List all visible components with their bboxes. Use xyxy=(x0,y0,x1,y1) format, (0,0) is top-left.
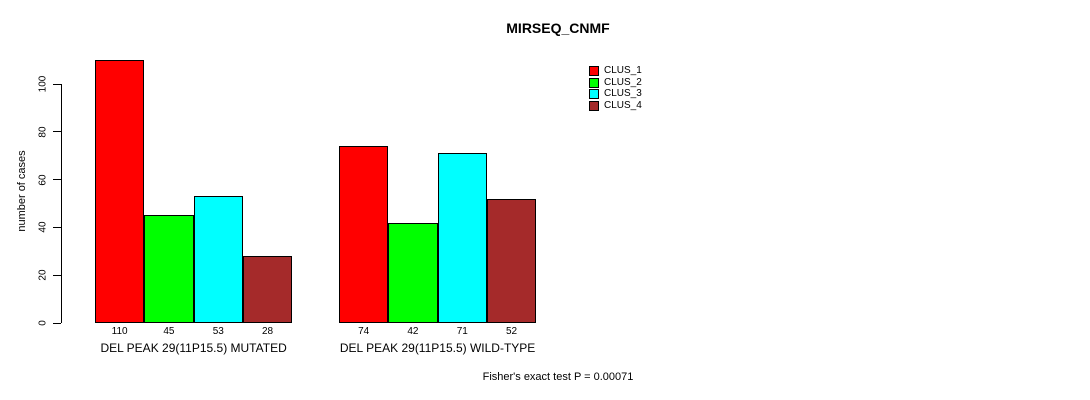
bar-clus_1-group1 xyxy=(95,60,145,323)
bar-clus_1-group2 xyxy=(339,146,389,323)
legend-swatch-clus_1 xyxy=(589,66,599,76)
legend-swatch-clus_4 xyxy=(589,100,599,111)
y-axis-line xyxy=(61,84,62,323)
y-tick-mark xyxy=(53,83,61,85)
group-label-2: DEL PEAK 29(11P15.5) WILD-TYPE xyxy=(339,341,536,355)
bar-value-label: 110 xyxy=(111,326,128,337)
legend-swatch-clus_2 xyxy=(589,77,599,88)
annotation-text: Fisher's exact test P = 0.00071 xyxy=(482,371,634,383)
y-tick-label: 100 xyxy=(37,75,49,93)
bar-value-label: 28 xyxy=(261,326,274,337)
y-tick-label: 0 xyxy=(37,320,49,326)
legend-label: CLUS_1 xyxy=(604,65,642,76)
y-tick-label: 40 xyxy=(37,221,49,233)
bar-clus_4-group1 xyxy=(242,256,293,323)
y-tick-mark xyxy=(53,226,61,228)
bar-value-label: 42 xyxy=(407,326,419,337)
y-tick-mark xyxy=(53,179,61,181)
y-tick-label: 80 xyxy=(37,126,49,138)
legend-label: CLUS_3 xyxy=(604,88,642,100)
y-tick-mark xyxy=(53,322,61,324)
bar-value-label: 53 xyxy=(212,326,224,337)
group-label-1: DEL PEAK 29(11P15.5) MUTATED xyxy=(100,341,287,355)
bar-clus_4-group2 xyxy=(486,198,537,323)
y-tick-mark xyxy=(53,131,61,133)
bar-clus_3-group1 xyxy=(193,196,243,323)
bar-value-label: 45 xyxy=(163,326,175,337)
legend-label: CLUS_2 xyxy=(604,76,642,88)
chart-title: MIRSEQ_CNMF xyxy=(506,20,610,36)
bar-value-label: 74 xyxy=(358,326,370,337)
bar-clus_2-group1 xyxy=(144,215,194,323)
bar-clus_3-group2 xyxy=(437,153,487,323)
y-tick-label: 20 xyxy=(37,269,49,281)
bar-value-label: 71 xyxy=(456,326,468,337)
legend-label: CLUS_4 xyxy=(604,99,642,111)
bar-clus_2-group2 xyxy=(388,222,438,323)
y-tick-mark xyxy=(53,274,61,276)
y-tick-label: 60 xyxy=(37,174,49,186)
y-axis-label: number of cases xyxy=(16,150,28,232)
legend-swatch-clus_3 xyxy=(589,89,599,100)
bar-value-label: 52 xyxy=(505,326,518,337)
